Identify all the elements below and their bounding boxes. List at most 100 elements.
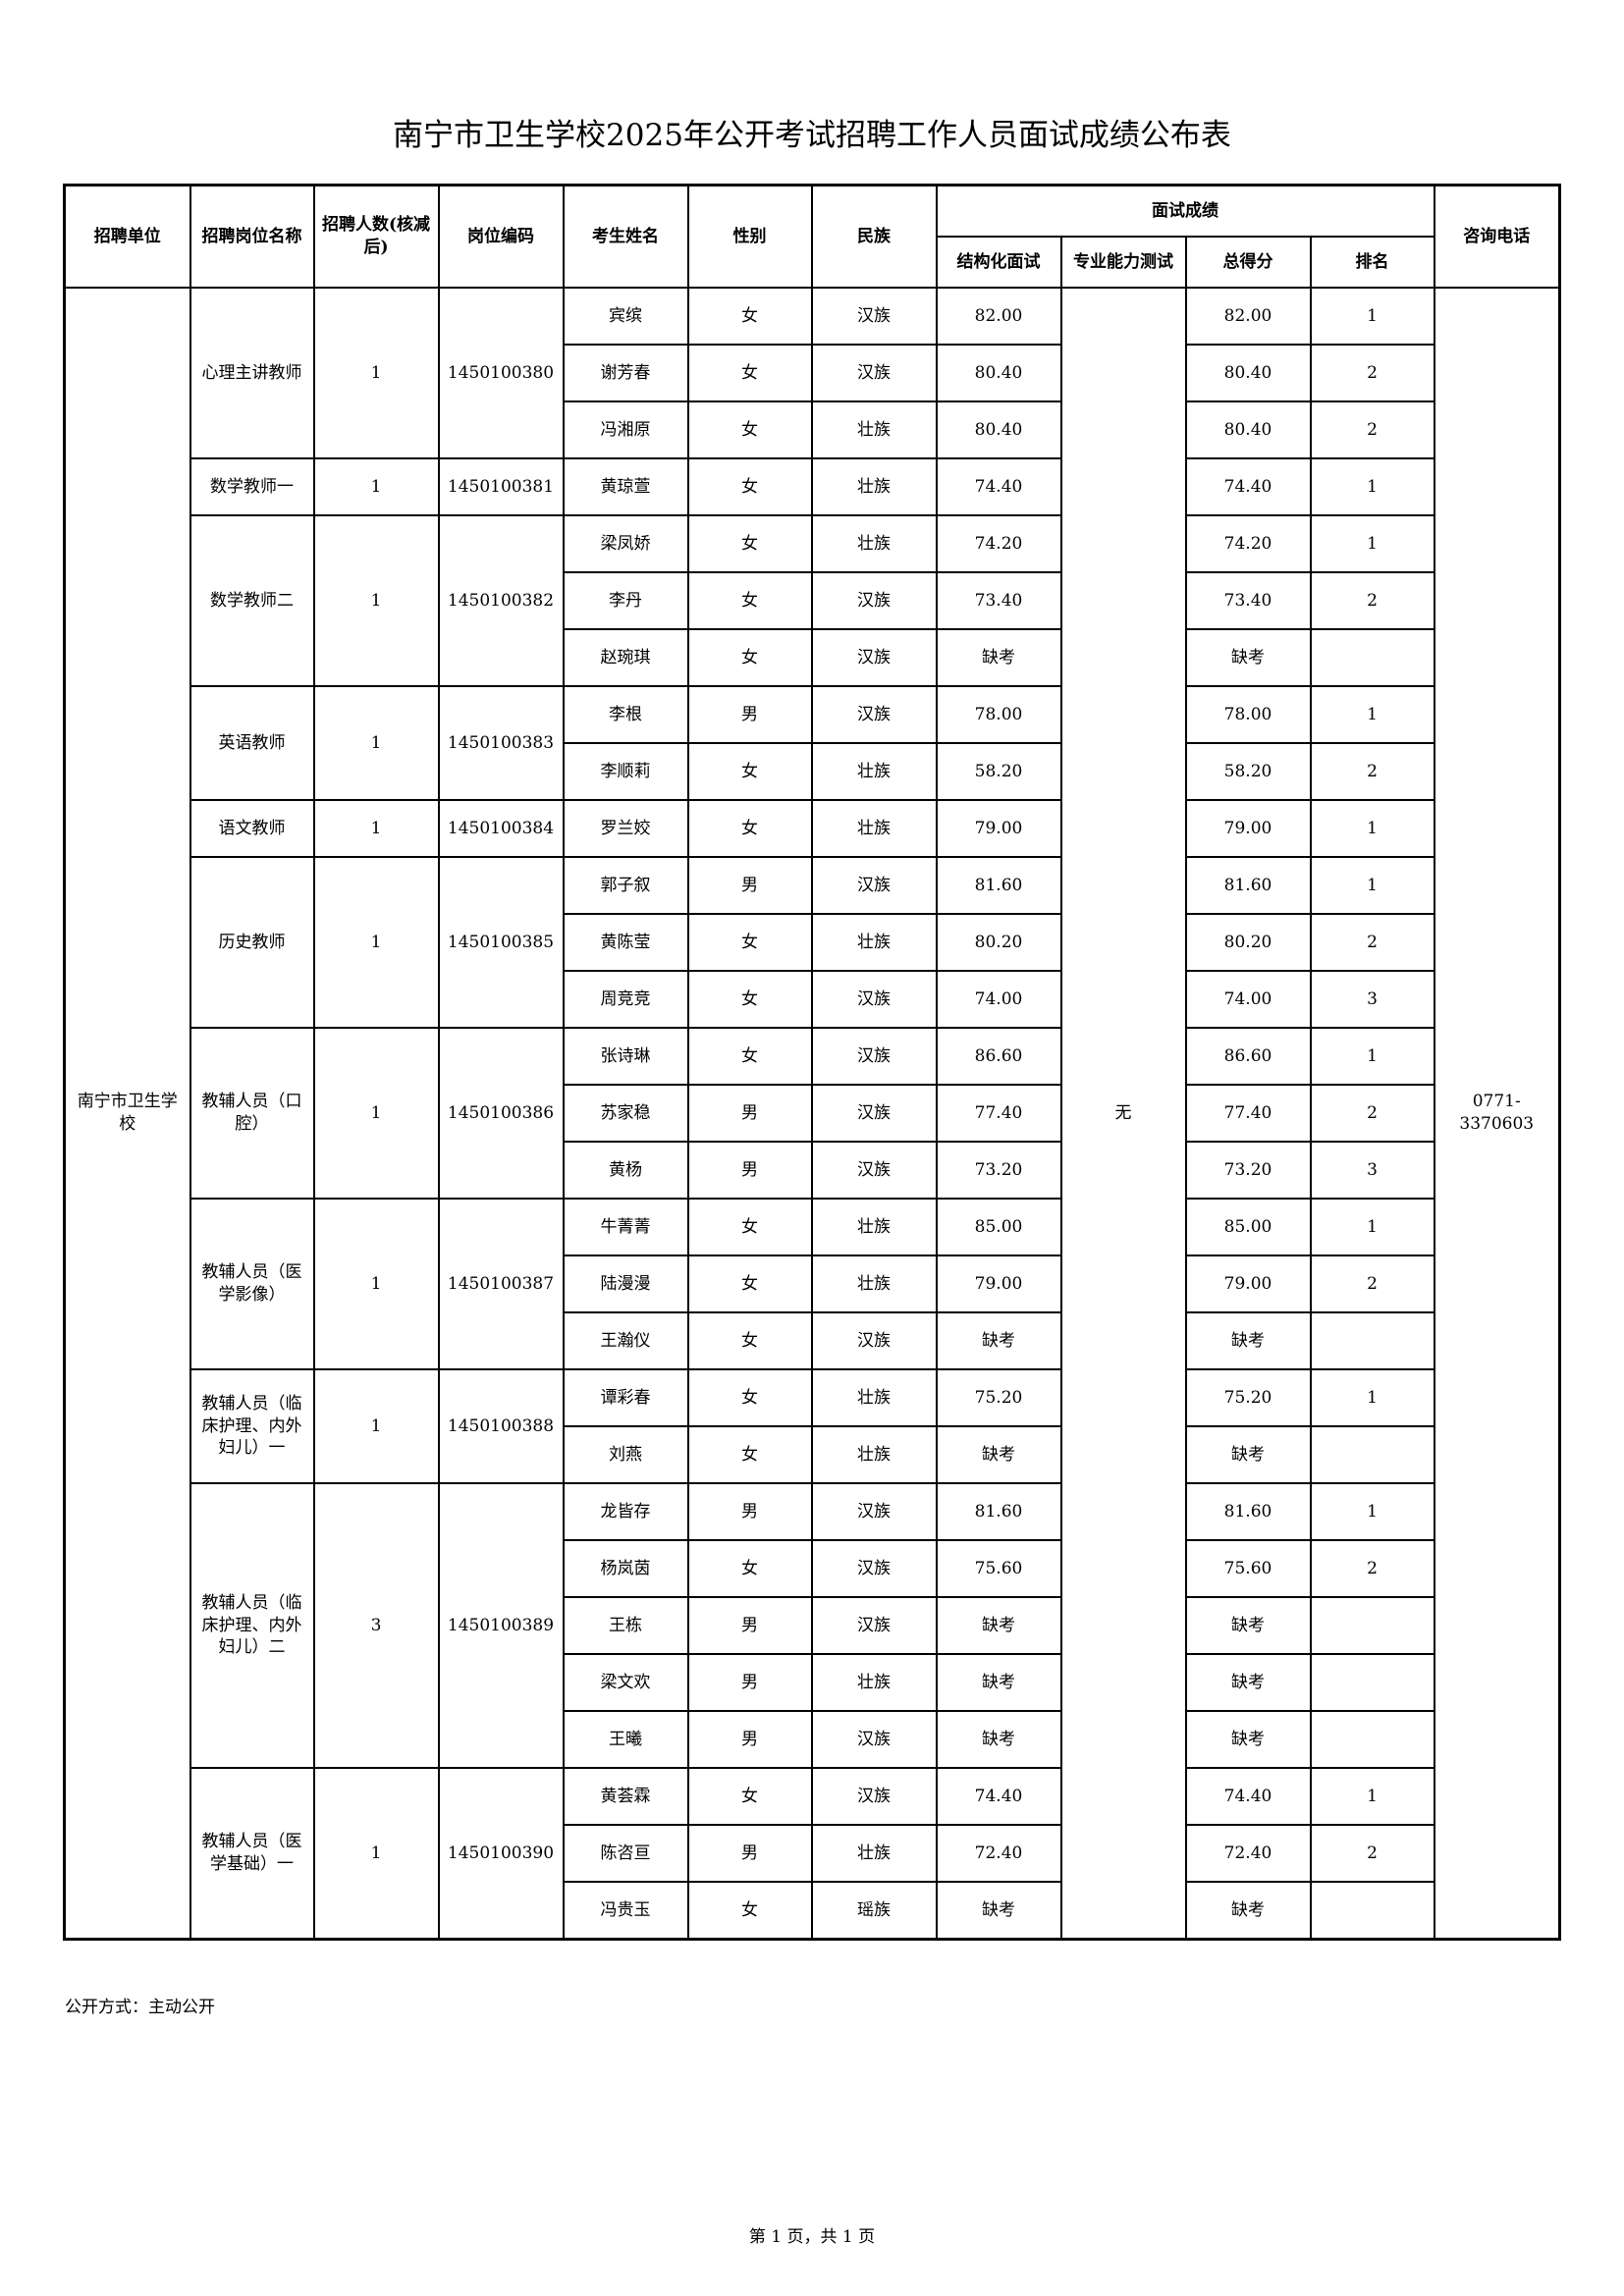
post-name-cell: 数学教师二 [189, 514, 315, 687]
post-name-cell: 心理主讲教师 [189, 287, 315, 459]
quota-cell: 1 [312, 1368, 440, 1484]
structured-score-cell: 79.00 [935, 1255, 1062, 1313]
ethnicity-cell: 壮族 [810, 1368, 938, 1427]
structured-score-cell: 58.20 [935, 742, 1062, 801]
ethnicity-cell: 汉族 [810, 571, 938, 630]
header-interview-group: 面试成绩 [935, 184, 1435, 238]
quota-cell: 3 [312, 1482, 440, 1769]
gender-cell: 男 [686, 1596, 813, 1655]
candidate-name-cell: 宾缤 [562, 287, 689, 346]
total-score-cell: 73.40 [1184, 571, 1312, 630]
gender-cell: 男 [686, 1084, 813, 1143]
rank-cell: 2 [1309, 1539, 1435, 1598]
ethnicity-cell: 汉族 [810, 856, 938, 915]
rank-cell: 1 [1309, 685, 1435, 744]
rank-cell: 3 [1309, 1141, 1435, 1200]
candidate-name-cell: 王栋 [562, 1596, 689, 1655]
total-score-cell: 82.00 [1184, 287, 1312, 346]
total-score-cell: 80.40 [1184, 400, 1312, 459]
gender-cell: 男 [686, 1710, 813, 1769]
gender-cell: 女 [686, 457, 813, 516]
rank-cell [1309, 1311, 1435, 1370]
structured-score-cell: 86.60 [935, 1027, 1062, 1086]
candidate-name-cell: 黄琼萱 [562, 457, 689, 516]
header-ethnicity: 民族 [810, 184, 938, 289]
gender-cell: 女 [686, 913, 813, 972]
structured-score-cell: 75.20 [935, 1368, 1062, 1427]
total-score-cell: 81.60 [1184, 856, 1312, 915]
structured-score-cell: 73.20 [935, 1141, 1062, 1200]
structured-score-cell: 80.20 [935, 913, 1062, 972]
gender-cell: 女 [686, 970, 813, 1029]
candidate-name-cell: 梁凤娇 [562, 514, 689, 573]
total-score-cell: 79.00 [1184, 1255, 1312, 1313]
structured-score-cell: 缺考 [935, 1653, 1062, 1712]
header-phone: 咨询电话 [1433, 184, 1561, 289]
ethnicity-cell: 汉族 [810, 1084, 938, 1143]
rank-cell: 2 [1309, 1255, 1435, 1313]
total-score-cell: 85.00 [1184, 1198, 1312, 1256]
candidate-name-cell: 苏家稳 [562, 1084, 689, 1143]
candidate-name-cell: 谭彩春 [562, 1368, 689, 1427]
gender-cell: 女 [686, 1767, 813, 1826]
post-code-cell: 1450100382 [437, 514, 565, 687]
quota-cell: 1 [312, 856, 440, 1029]
ethnicity-cell: 壮族 [810, 1824, 938, 1883]
total-score-cell: 75.60 [1184, 1539, 1312, 1598]
ethnicity-cell: 汉族 [810, 1539, 938, 1598]
candidate-name-cell: 罗兰姣 [562, 799, 689, 858]
table-row: 刘燕女壮族 缺考 缺考 [65, 1425, 1560, 1484]
ethnicity-cell: 汉族 [810, 344, 938, 402]
post-code-cell: 1450100387 [437, 1198, 565, 1370]
rank-cell: 1 [1309, 856, 1435, 915]
total-score-cell: 72.40 [1184, 1824, 1312, 1883]
post-code-cell: 1450100389 [437, 1482, 565, 1769]
total-score-cell: 58.20 [1184, 742, 1312, 801]
gender-cell: 女 [686, 1255, 813, 1313]
post-name-cell: 教辅人员（口腔） [189, 1027, 315, 1200]
candidate-name-cell: 冯贵玉 [562, 1881, 689, 1941]
post-name-cell: 历史教师 [189, 856, 315, 1029]
quota-cell: 1 [312, 685, 440, 801]
rank-cell: 3 [1309, 970, 1435, 1029]
gender-cell: 女 [686, 1198, 813, 1256]
gender-cell: 女 [686, 1311, 813, 1370]
structured-score-cell: 缺考 [935, 1881, 1062, 1941]
total-score-cell: 78.00 [1184, 685, 1312, 744]
results-body: 南宁市卫生学校 心理主讲教师 1 1450100380 宾缤女汉族 82.00 无 82.00… [63, 287, 1561, 1941]
structured-score-cell: 82.00 [935, 287, 1062, 346]
structured-score-cell: 85.00 [935, 1198, 1062, 1256]
document-title: 南宁市卫生学校2025年公开考试招聘工作人员面试成绩公布表 [393, 118, 1231, 153]
rank-cell: 1 [1309, 1368, 1435, 1427]
candidate-name-cell: 李丹 [562, 571, 689, 630]
gender-cell: 女 [686, 1881, 813, 1941]
total-score-cell: 缺考 [1184, 1311, 1312, 1370]
ethnicity-cell: 汉族 [810, 1141, 938, 1200]
total-score-cell: 77.40 [1184, 1084, 1312, 1143]
header-unit: 招聘单位 [63, 184, 191, 289]
post-code-cell: 1450100384 [437, 799, 565, 858]
table-row: 教辅人员（口腔） 1 1450100386 张诗琳女汉族 86.60 86.60 1 [65, 1027, 1560, 1200]
structured-score-cell: 缺考 [935, 628, 1062, 687]
post-code-cell: 1450100386 [437, 1027, 565, 1200]
gender-cell: 男 [686, 685, 813, 744]
header-structured: 结构化面试 [935, 236, 1062, 289]
gender-cell: 女 [686, 1425, 813, 1484]
candidate-name-cell: 梁文欢 [562, 1653, 689, 1712]
table-row: 黄陈莹女壮族 80.20 80.20 2 [65, 913, 1560, 972]
table-row: 谢芳春女汉族 80.40 80.40 2 [65, 344, 1560, 402]
gender-cell: 女 [686, 628, 813, 687]
total-score-cell: 81.60 [1184, 1482, 1312, 1541]
ethnicity-cell: 壮族 [810, 1255, 938, 1313]
unit-cell: 南宁市卫生学校 [63, 287, 191, 1941]
professional-test-cell: 无 [1059, 287, 1187, 1941]
quota-cell: 1 [312, 1767, 440, 1941]
total-score-cell: 缺考 [1184, 628, 1312, 687]
gender-cell: 女 [686, 1368, 813, 1427]
quota-cell: 1 [312, 457, 440, 516]
gender-cell: 男 [686, 1653, 813, 1712]
gender-cell: 女 [686, 742, 813, 801]
structured-score-cell: 80.40 [935, 344, 1062, 402]
rank-cell: 1 [1309, 1767, 1435, 1826]
structured-score-cell: 77.40 [935, 1084, 1062, 1143]
